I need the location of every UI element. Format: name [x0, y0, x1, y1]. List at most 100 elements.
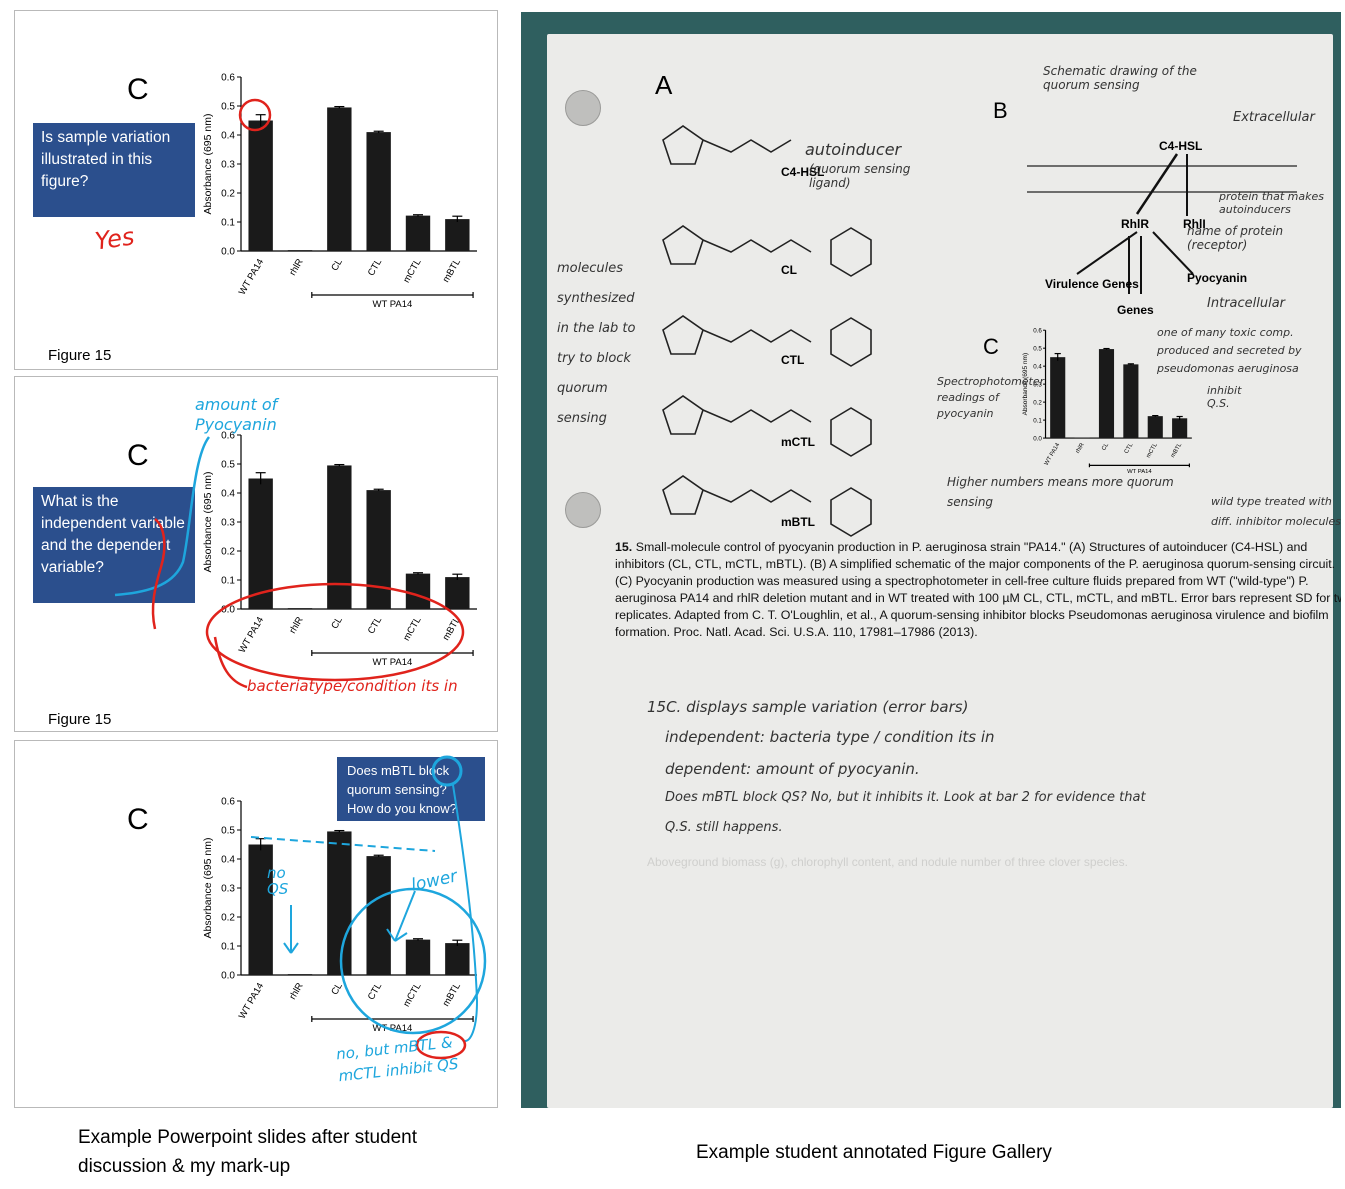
panel-c-letter: C: [983, 334, 999, 359]
molecule-label: CL: [781, 263, 797, 277]
bar-chart: 0.0 0.1 0.2 0.3 0.4 0.5 0.6 Absorbance (695 nm)…: [202, 73, 477, 310]
hw-name-of-protein: name of protein (receptor): [1187, 224, 1284, 252]
y-tick-label: 0.6: [221, 797, 235, 808]
y-tick-label: 0.2: [221, 189, 235, 200]
bar: [287, 608, 313, 609]
x-tick-label: CTL: [366, 257, 385, 278]
hw-wild-type-note: wild type treated with diff. inhibitor m…: [1211, 495, 1341, 528]
hw-line-3: dependent: amount of pyocyanin.: [665, 760, 920, 778]
caption-number: 15.: [615, 540, 633, 554]
paper-sheet: Aboveground biomass (g), chlorophyll con…: [547, 34, 1341, 1108]
x-tick-label: mCTL: [1146, 442, 1160, 459]
bar: [445, 943, 470, 975]
bar-chart: 0.0 0.1 0.2 0.3 0.4 0.5 0.6 Absorbance (695 nm)…: [202, 797, 477, 1034]
bar: [327, 831, 352, 975]
x-tick-label: mCTL: [401, 257, 423, 285]
group-label: WT PA14: [373, 657, 413, 668]
y-axis-label: Absorbance (695 nm): [202, 838, 214, 939]
x-tick-label: rhlR: [287, 615, 305, 636]
panel-letter: C: [127, 73, 149, 106]
y-tick-label: 0.3: [221, 884, 235, 895]
x-tick-label: mBTL: [1170, 442, 1183, 459]
bar: [1147, 416, 1163, 439]
caption-text: Small-molecule control of pyocyanin prod…: [615, 540, 1341, 639]
y-tick-label: 0.6: [221, 73, 235, 84]
x-tick-label: WT PA14: [1044, 442, 1062, 467]
y-tick-label: 0.1: [221, 218, 235, 229]
y-tick-label: 0.4: [221, 131, 235, 142]
hw-toxic-note: one of many toxic comp. produced and sec…: [1157, 326, 1302, 375]
hw-extracellular: Extracellular: [1233, 110, 1315, 125]
bar: [366, 856, 391, 975]
y-axis-label: Absorbance (695 nm): [202, 114, 214, 215]
x-tick-label: rhlR: [287, 257, 305, 278]
y-tick-label: 0.5: [221, 102, 235, 113]
bar: [445, 219, 470, 251]
hw-line-5: Q.S. still happens.: [665, 820, 783, 835]
punch-hole: [565, 90, 601, 126]
group-label: WT PA14: [373, 1023, 413, 1034]
schematic-virulence: Virulence Genes: [1045, 277, 1139, 291]
gallery-photo: Aboveground biomass (g), chlorophyll con…: [521, 12, 1341, 1108]
bar: [405, 215, 431, 251]
figure-caption: 15. Small-molecule control of pyocyanin …: [615, 539, 1341, 641]
x-tick-label: CL: [329, 615, 345, 631]
panel-letter: C: [127, 803, 149, 836]
bar: [1050, 357, 1066, 439]
punch-hole: [565, 492, 601, 528]
x-tick-label: CL: [329, 257, 345, 273]
hw-protein-autoinducer: protein that makes autoinducers: [1219, 190, 1324, 216]
x-tick-label: rhlR: [287, 981, 305, 1002]
y-tick-label: 0.1: [1033, 417, 1042, 424]
bar: [287, 250, 313, 251]
hw-higher-note: Higher numbers means more quorum sensing: [947, 475, 1174, 509]
x-tick-label: mCTL: [401, 981, 423, 1009]
bar: [287, 974, 313, 975]
slide-2: C What is the independent variable and t…: [14, 376, 498, 732]
bar: [1098, 349, 1115, 439]
figure-label: Figure 15: [48, 347, 112, 364]
x-tick-label: CTL: [366, 615, 385, 636]
y-tick-label: 0.3: [221, 518, 235, 529]
group-label: WT PA14: [1127, 469, 1152, 475]
hw-line-1: 15C. displays sample variation (error ba…: [647, 698, 969, 716]
x-tick-label: CTL: [366, 981, 385, 1002]
hw-autoinducer: autoinducer: [805, 140, 902, 159]
question-box: What is the independent variable and the…: [33, 487, 195, 603]
question-box: Is sample variation illustrated in this …: [33, 123, 195, 217]
y-tick-label: 0.1: [221, 576, 235, 587]
y-tick-label: 0.0: [221, 247, 235, 258]
hw-line-2: independent: bacteria type / condition i…: [665, 728, 995, 746]
annotation-pyocyanin: amount of Pyocyanin: [195, 395, 278, 434]
bar-chart: 0.0 0.1 0.2 0.3 0.4 0.5 0.6 Absorbance (695 nm)…: [202, 431, 477, 668]
hw-quorum-ligand: (quorum sensing ligand): [809, 162, 911, 190]
x-tick-label: WT PA14: [237, 615, 266, 655]
x-tick-label: mBTL: [441, 981, 463, 1008]
y-tick-label: 0.4: [1033, 363, 1042, 370]
hw-schematic-note: Schematic drawing of the quorum sensing: [1043, 64, 1197, 92]
y-tick-label: 0.5: [221, 460, 235, 471]
y-tick-label: 0.0: [1033, 435, 1042, 442]
y-tick-label: 0.3: [221, 160, 235, 171]
y-tick-label: 0.5: [1033, 345, 1042, 352]
slide-3: C Does mBTL block quorum sensing? How do…: [14, 740, 498, 1108]
caption-right: Example student annotated Figure Gallery: [696, 1142, 1052, 1163]
bar: [248, 120, 273, 251]
y-tick-label: 0.4: [221, 489, 235, 500]
y-tick-label: 0.2: [221, 913, 235, 924]
panel-b-letter: B: [993, 98, 1008, 123]
x-tick-label: mBTL: [441, 615, 463, 642]
schematic-ligand: C4-HSL: [1159, 139, 1202, 153]
bar: [405, 939, 431, 975]
bleed-through-text: Aboveground biomass (g), chlorophyll con…: [647, 855, 1128, 869]
y-tick-label: 0.6: [1033, 327, 1042, 334]
bar: [1123, 364, 1139, 439]
figure-label: Figure 15: [48, 711, 112, 728]
annotation-yes: Yes: [93, 222, 137, 256]
y-tick-label: 0.2: [221, 547, 235, 558]
y-tick-label: 0.6: [221, 431, 235, 442]
bar: [1074, 437, 1090, 439]
bar: [248, 844, 273, 975]
molecule-label: C4-HSL: [781, 165, 824, 179]
y-axis-label: Absorbance (695 nm): [202, 472, 214, 573]
